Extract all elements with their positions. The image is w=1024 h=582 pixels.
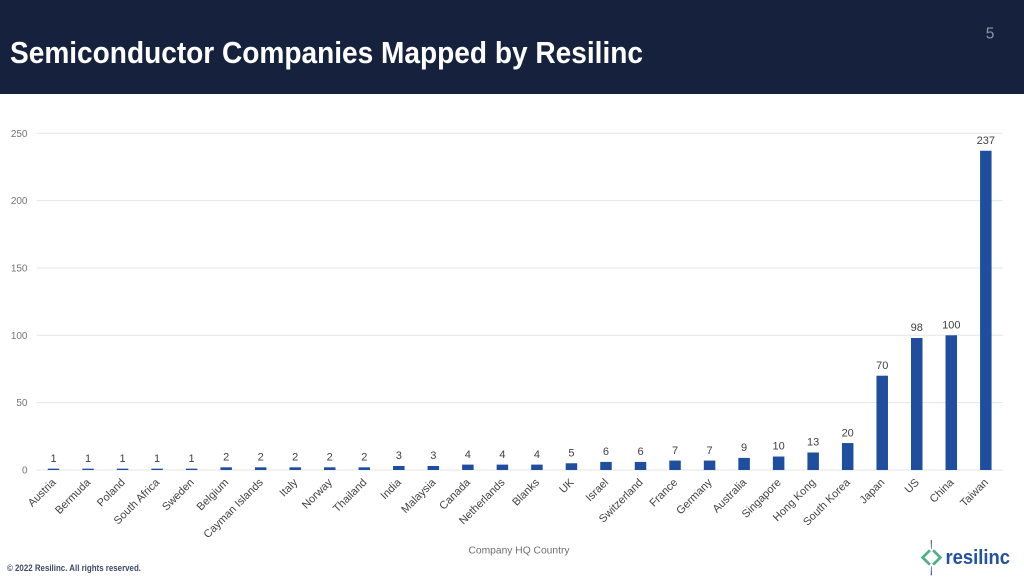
svg-text:5: 5	[568, 447, 574, 459]
svg-text:4: 4	[465, 449, 471, 461]
svg-text:2: 2	[258, 452, 264, 464]
svg-text:3: 3	[430, 450, 436, 462]
svg-text:0: 0	[22, 466, 28, 477]
svg-text:20: 20	[842, 427, 854, 439]
svg-text:6: 6	[603, 446, 609, 458]
svg-text:7: 7	[707, 445, 713, 457]
svg-text:1: 1	[50, 453, 56, 465]
svg-text:2: 2	[292, 452, 298, 464]
svg-text:200: 200	[11, 196, 28, 207]
svg-text:1: 1	[154, 453, 160, 465]
svg-text:50: 50	[16, 398, 28, 409]
svg-text:100: 100	[11, 331, 28, 342]
svg-text:3: 3	[396, 450, 402, 462]
svg-text:2: 2	[223, 452, 229, 464]
svg-text:4: 4	[534, 449, 540, 461]
svg-text:13: 13	[807, 437, 819, 449]
svg-text:1: 1	[119, 453, 125, 465]
svg-text:237: 237	[977, 135, 995, 147]
svg-text:© 2022 Resilinc. All rights re: © 2022 Resilinc. All rights reserved.	[7, 563, 141, 573]
svg-text:10: 10	[773, 441, 785, 453]
svg-text:1: 1	[85, 453, 91, 465]
svg-text:4: 4	[499, 449, 505, 461]
svg-text:150: 150	[11, 263, 28, 274]
svg-text:2: 2	[361, 452, 367, 464]
svg-text:Company HQ Country: Company HQ Country	[469, 545, 571, 557]
svg-text:5: 5	[986, 26, 995, 43]
svg-text:Semiconductor Companies Mapped: Semiconductor Companies Mapped by Resili…	[10, 35, 643, 70]
svg-text:9: 9	[741, 442, 747, 454]
svg-text:250: 250	[11, 129, 28, 140]
svg-text:100: 100	[942, 320, 960, 332]
svg-text:7: 7	[672, 445, 678, 457]
svg-text:resilinc: resilinc	[946, 546, 1011, 569]
svg-text:2: 2	[327, 452, 333, 464]
svg-text:98: 98	[911, 322, 923, 334]
svg-text:70: 70	[876, 360, 888, 372]
svg-text:1: 1	[189, 453, 195, 465]
svg-text:6: 6	[637, 446, 643, 458]
